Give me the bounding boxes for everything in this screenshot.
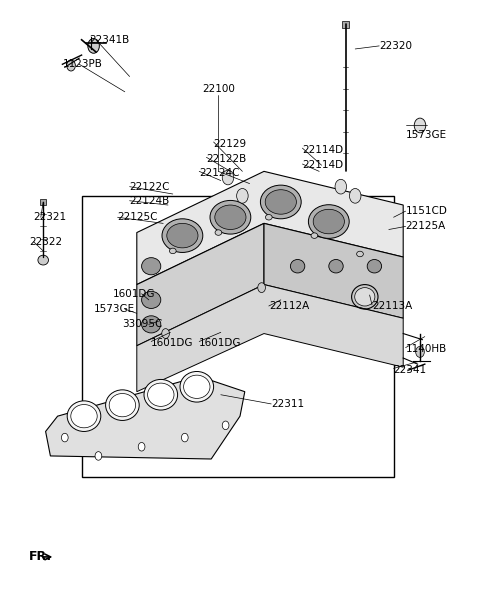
Ellipse shape bbox=[357, 252, 363, 257]
Ellipse shape bbox=[169, 248, 176, 254]
Circle shape bbox=[237, 188, 248, 203]
Text: 22311: 22311 bbox=[271, 399, 304, 409]
Ellipse shape bbox=[180, 371, 214, 402]
Circle shape bbox=[258, 283, 265, 293]
Circle shape bbox=[414, 118, 426, 133]
Text: 22341B: 22341B bbox=[89, 35, 129, 45]
Ellipse shape bbox=[106, 390, 139, 420]
Ellipse shape bbox=[162, 219, 203, 253]
Text: 22112A: 22112A bbox=[269, 301, 309, 311]
Text: 22100: 22100 bbox=[202, 84, 235, 94]
Ellipse shape bbox=[265, 190, 296, 214]
Text: 1123PB: 1123PB bbox=[62, 59, 102, 69]
Ellipse shape bbox=[309, 204, 349, 239]
Circle shape bbox=[67, 60, 75, 71]
Polygon shape bbox=[137, 223, 264, 346]
Text: 22129: 22129 bbox=[214, 139, 247, 149]
Bar bbox=[82, 196, 394, 477]
Ellipse shape bbox=[183, 375, 210, 398]
Polygon shape bbox=[46, 376, 245, 459]
Ellipse shape bbox=[215, 205, 246, 230]
Circle shape bbox=[335, 179, 347, 194]
Text: 22341: 22341 bbox=[394, 365, 427, 375]
Ellipse shape bbox=[167, 223, 198, 248]
Ellipse shape bbox=[313, 209, 345, 234]
Ellipse shape bbox=[367, 259, 382, 273]
Circle shape bbox=[181, 433, 188, 442]
Ellipse shape bbox=[71, 405, 97, 428]
Circle shape bbox=[349, 188, 361, 203]
Text: 22124C: 22124C bbox=[199, 168, 240, 177]
Text: 22125C: 22125C bbox=[118, 212, 158, 222]
Text: 22122C: 22122C bbox=[130, 182, 170, 192]
Text: 33095C: 33095C bbox=[122, 319, 163, 329]
Circle shape bbox=[61, 433, 68, 442]
Text: 22322: 22322 bbox=[29, 237, 62, 247]
Ellipse shape bbox=[311, 233, 318, 239]
Text: 1151CD: 1151CD bbox=[406, 206, 447, 216]
Ellipse shape bbox=[210, 201, 251, 234]
Ellipse shape bbox=[109, 394, 135, 417]
Ellipse shape bbox=[265, 215, 272, 220]
Polygon shape bbox=[264, 223, 403, 318]
Text: 1140HB: 1140HB bbox=[406, 344, 447, 354]
Circle shape bbox=[222, 421, 229, 430]
Text: 22114D: 22114D bbox=[302, 160, 344, 170]
Text: FR.: FR. bbox=[29, 550, 52, 564]
Circle shape bbox=[88, 39, 99, 53]
Text: 1601DG: 1601DG bbox=[199, 338, 242, 348]
Ellipse shape bbox=[355, 288, 375, 306]
Ellipse shape bbox=[260, 185, 301, 219]
Text: 22124B: 22124B bbox=[130, 196, 170, 206]
Ellipse shape bbox=[142, 258, 161, 275]
Text: 1573GE: 1573GE bbox=[406, 130, 447, 140]
Ellipse shape bbox=[67, 401, 101, 431]
Text: 22122B: 22122B bbox=[206, 154, 247, 164]
Ellipse shape bbox=[215, 230, 222, 236]
Circle shape bbox=[416, 346, 424, 357]
Ellipse shape bbox=[144, 379, 178, 410]
Text: 22113A: 22113A bbox=[372, 301, 412, 311]
Circle shape bbox=[95, 452, 102, 460]
Text: 1573GE: 1573GE bbox=[94, 304, 135, 314]
Polygon shape bbox=[137, 285, 403, 392]
Text: 1601DG: 1601DG bbox=[151, 338, 194, 348]
Text: 22321: 22321 bbox=[34, 212, 67, 222]
Circle shape bbox=[162, 329, 169, 338]
Ellipse shape bbox=[290, 259, 305, 273]
Ellipse shape bbox=[142, 316, 161, 333]
Text: 22114D: 22114D bbox=[302, 145, 344, 155]
Polygon shape bbox=[137, 171, 403, 285]
Ellipse shape bbox=[329, 259, 343, 273]
Circle shape bbox=[222, 170, 234, 185]
Text: 1601DG: 1601DG bbox=[113, 289, 156, 299]
Ellipse shape bbox=[148, 383, 174, 406]
Bar bbox=[342, 21, 349, 28]
Text: 22125A: 22125A bbox=[406, 222, 446, 231]
Ellipse shape bbox=[142, 291, 161, 308]
Ellipse shape bbox=[38, 255, 48, 265]
Text: 22320: 22320 bbox=[379, 41, 412, 51]
Circle shape bbox=[138, 442, 145, 451]
Bar bbox=[40, 199, 46, 205]
